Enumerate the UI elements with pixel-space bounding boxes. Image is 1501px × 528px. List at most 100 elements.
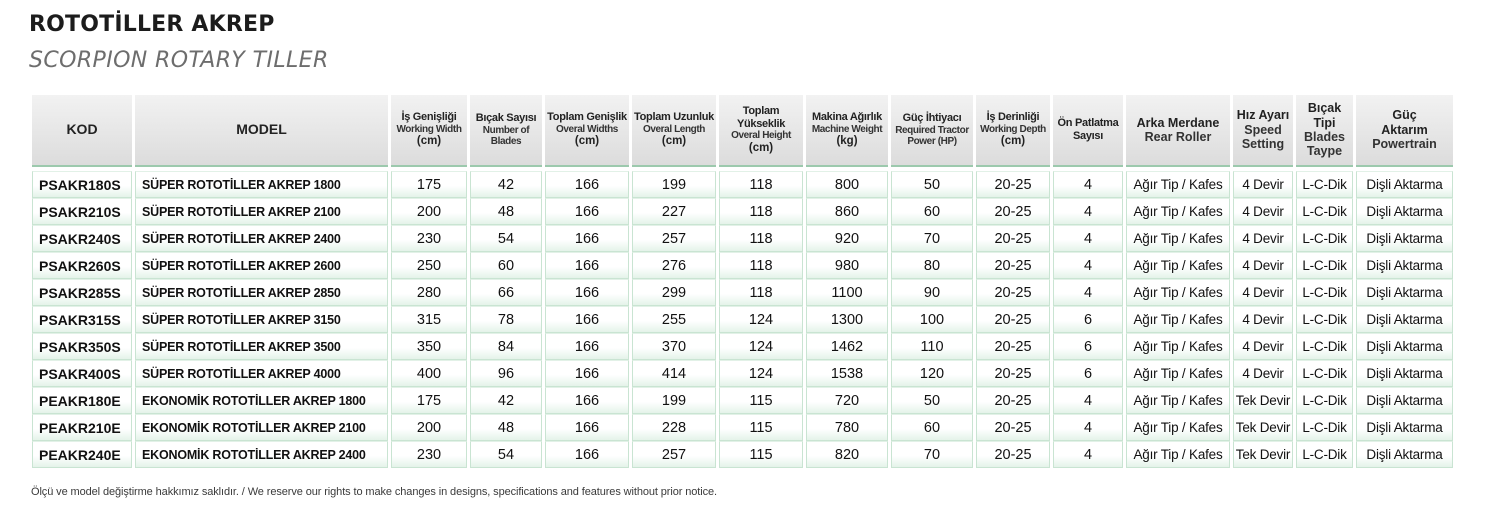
cell-total-height: 115	[719, 414, 803, 441]
cell-kod: PSAKR350S	[32, 333, 132, 360]
cell-power: 110	[891, 333, 973, 360]
cell-total-length: 370	[632, 333, 716, 360]
cell-explosion-count: 4	[1053, 387, 1123, 414]
cell-power: 80	[891, 252, 973, 279]
cell-blade-type: L-C-Dik	[1296, 306, 1353, 333]
cell-blade-count: 54	[470, 441, 542, 468]
cell-blade-count: 42	[470, 387, 542, 414]
table-row: PSAKR285S SÜPER ROTOTİLLER AKREP 2850 280 6…	[32, 279, 1453, 306]
cell-working-width: 250	[391, 252, 467, 279]
cell-total-length: 255	[632, 306, 716, 333]
cell-model: SÜPER ROTOTİLLER AKREP 2100	[135, 198, 388, 225]
cell-blade-type: L-C-Dik	[1296, 198, 1353, 225]
cell-rear-roller: Ağır Tip / Kafes	[1126, 198, 1230, 225]
col-header-working-depth: İş Derinliği Working Depth (cm)	[976, 95, 1050, 167]
cell-blade-type: L-C-Dik	[1296, 387, 1353, 414]
cell-model: SÜPER ROTOTİLLER AKREP 2400	[135, 225, 388, 252]
table-row: PSAKR315S SÜPER ROTOTİLLER AKREP 3150 315 7…	[32, 306, 1453, 333]
spec-table: KOD MODEL İş Genişliği Working Width (cm…	[29, 95, 1456, 468]
cell-speed-setting: 4 Devir	[1233, 360, 1293, 387]
cell-total-width: 166	[545, 198, 629, 225]
cell-rear-roller: Ağır Tip / Kafes	[1126, 441, 1230, 468]
cell-explosion-count: 4	[1053, 171, 1123, 198]
table-row: PSAKR210S SÜPER ROTOTİLLER AKREP 2100 200 4…	[32, 198, 1453, 225]
cell-blade-count: 42	[470, 171, 542, 198]
col-header-speed-setting: Hız Ayarı Speed Setting	[1233, 95, 1293, 167]
cell-rear-roller: Ağır Tip / Kafes	[1126, 387, 1230, 414]
cell-speed-setting: 4 Devir	[1233, 279, 1293, 306]
cell-total-width: 166	[545, 306, 629, 333]
cell-blade-count: 54	[470, 225, 542, 252]
cell-speed-setting: Tek Devir	[1233, 387, 1293, 414]
col-header-total-height: Toplam Yükseklik Overal Height (cm)	[719, 95, 803, 167]
cell-powertrain: Dişli Aktarma	[1356, 360, 1453, 387]
cell-explosion-count: 4	[1053, 279, 1123, 306]
table-body: PSAKR180S SÜPER ROTOTİLLER AKREP 1800 175 4…	[32, 171, 1453, 468]
cell-working-width: 230	[391, 441, 467, 468]
cell-working-depth: 20-25	[976, 225, 1050, 252]
cell-working-width: 230	[391, 225, 467, 252]
cell-total-width: 166	[545, 441, 629, 468]
cell-kod: PSAKR285S	[32, 279, 132, 306]
cell-kod: PSAKR315S	[32, 306, 132, 333]
cell-total-height: 118	[719, 198, 803, 225]
cell-machine-weight: 780	[806, 414, 888, 441]
cell-working-width: 200	[391, 198, 467, 225]
cell-working-width: 350	[391, 333, 467, 360]
cell-rear-roller: Ağır Tip / Kafes	[1126, 225, 1230, 252]
cell-speed-setting: 4 Devir	[1233, 333, 1293, 360]
cell-blade-type: L-C-Dik	[1296, 171, 1353, 198]
cell-machine-weight: 800	[806, 171, 888, 198]
col-header-powertrain: Güç Aktarım Powertrain	[1356, 95, 1453, 167]
cell-kod: PEAKR240E	[32, 441, 132, 468]
cell-working-depth: 20-25	[976, 306, 1050, 333]
table-row: PEAKR240E EKONOMİK ROTOTİLLER AKREP 2400 2…	[32, 441, 1453, 468]
cell-machine-weight: 1538	[806, 360, 888, 387]
cell-total-height: 118	[719, 171, 803, 198]
cell-total-width: 166	[545, 279, 629, 306]
cell-powertrain: Dişli Aktarma	[1356, 306, 1453, 333]
cell-rear-roller: Ağır Tip / Kafes	[1126, 171, 1230, 198]
cell-total-height: 124	[719, 360, 803, 387]
cell-power: 120	[891, 360, 973, 387]
cell-power: 60	[891, 414, 973, 441]
cell-blade-count: 96	[470, 360, 542, 387]
cell-power: 50	[891, 387, 973, 414]
cell-total-height: 115	[719, 387, 803, 414]
cell-speed-setting: 4 Devir	[1233, 171, 1293, 198]
cell-speed-setting: 4 Devir	[1233, 252, 1293, 279]
page-subtitle: SCORPION ROTARY TILLER	[29, 48, 329, 73]
cell-machine-weight: 980	[806, 252, 888, 279]
cell-powertrain: Dişli Aktarma	[1356, 414, 1453, 441]
cell-total-height: 115	[719, 441, 803, 468]
cell-kod: PSAKR210S	[32, 198, 132, 225]
cell-machine-weight: 860	[806, 198, 888, 225]
cell-rear-roller: Ağır Tip / Kafes	[1126, 333, 1230, 360]
table-row: PEAKR180E EKONOMİK ROTOTİLLER AKREP 1800 1…	[32, 387, 1453, 414]
cell-working-depth: 20-25	[976, 252, 1050, 279]
page-title: ROTOTİLLER AKREP	[29, 12, 275, 37]
cell-total-width: 166	[545, 333, 629, 360]
cell-explosion-count: 6	[1053, 333, 1123, 360]
cell-rear-roller: Ağır Tip / Kafes	[1126, 306, 1230, 333]
cell-blade-count: 60	[470, 252, 542, 279]
cell-kod: PEAKR210E	[32, 414, 132, 441]
cell-total-width: 166	[545, 171, 629, 198]
cell-power: 60	[891, 198, 973, 225]
cell-kod: PSAKR260S	[32, 252, 132, 279]
cell-total-width: 166	[545, 360, 629, 387]
cell-blade-type: L-C-Dik	[1296, 333, 1353, 360]
col-header-kod: KOD	[32, 95, 132, 167]
table-row: PSAKR180S SÜPER ROTOTİLLER AKREP 1800 175 4…	[32, 171, 1453, 198]
cell-working-depth: 20-25	[976, 333, 1050, 360]
cell-total-height: 118	[719, 279, 803, 306]
table-row: PSAKR240S SÜPER ROTOTİLLER AKREP 2400 230 5…	[32, 225, 1453, 252]
cell-machine-weight: 920	[806, 225, 888, 252]
cell-powertrain: Dişli Aktarma	[1356, 387, 1453, 414]
cell-explosion-count: 6	[1053, 360, 1123, 387]
cell-blade-count: 84	[470, 333, 542, 360]
cell-total-length: 257	[632, 441, 716, 468]
cell-kod: PSAKR240S	[32, 225, 132, 252]
cell-total-height: 124	[719, 333, 803, 360]
cell-model: SÜPER ROTOTİLLER AKREP 2850	[135, 279, 388, 306]
